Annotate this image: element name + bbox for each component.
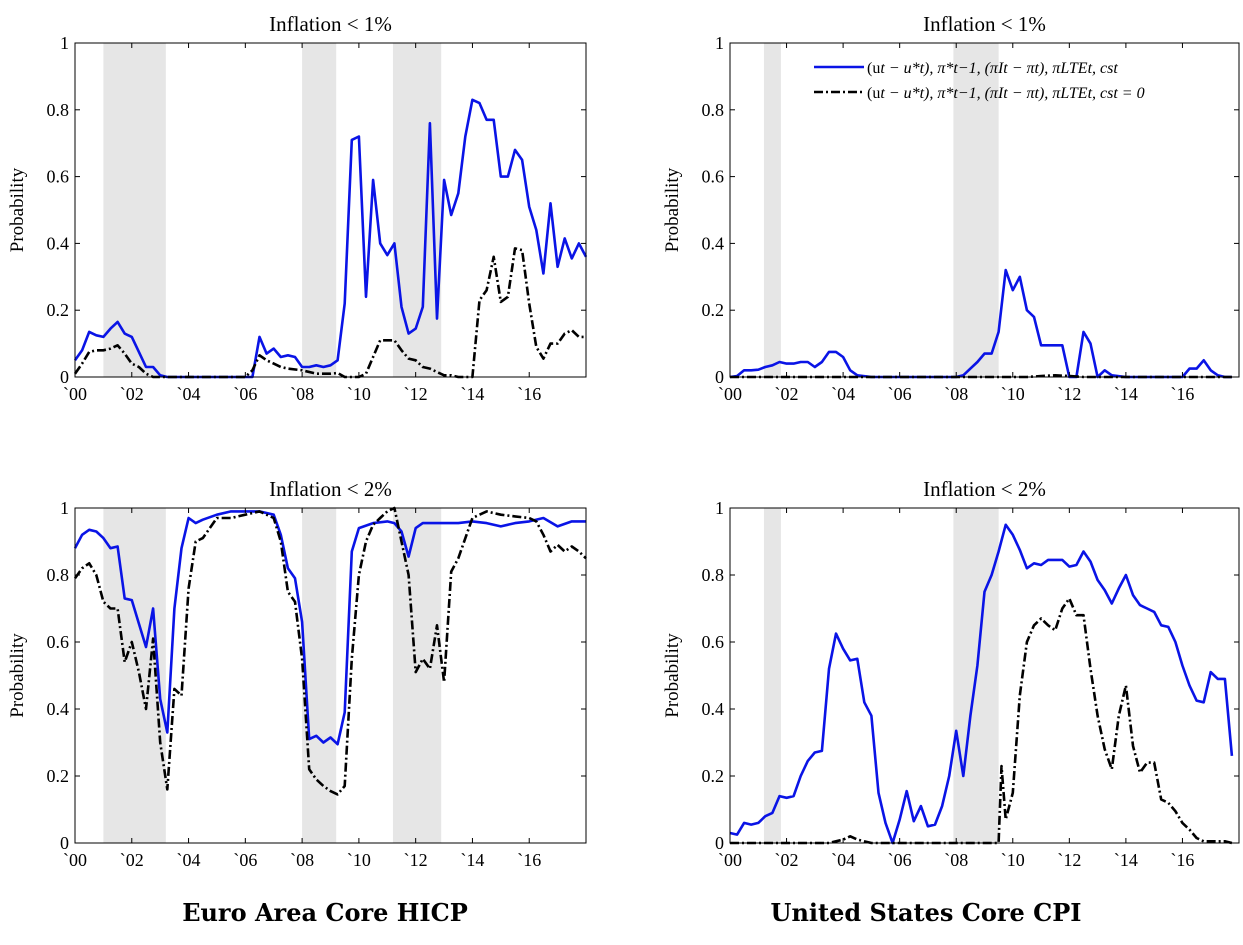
y-axis-label: Probability <box>662 633 683 718</box>
panel-euro-lt1: 0 0.2 0.4 0.6 0.8 1 `00 `02 `04 `06 `08 `10 `12 `14 `1… <box>7 12 588 404</box>
x-tick-label: `12 <box>404 850 428 870</box>
x-tick-label: `06 <box>233 384 257 404</box>
y-tick-label: 1 <box>715 33 724 53</box>
series-line-solid <box>73 98 588 379</box>
x-tick-label: `04 <box>831 384 855 404</box>
x-tick-label: `04 <box>177 384 201 404</box>
y-axis-label: Probability <box>7 633 28 718</box>
y-tick-label: 0.4 <box>702 233 725 253</box>
y-tick-label: 0.6 <box>702 632 725 652</box>
x-tick-label: `06 <box>888 384 912 404</box>
x-tick-label: `08 <box>944 850 968 870</box>
legend: (ut − u*t), π*t−1, (πIt − πt), πLTEt, cs… <box>814 60 1145 102</box>
y-tick-label: 0.2 <box>47 300 70 320</box>
euro-area-caption: Euro Area Core HICP <box>182 898 468 927</box>
shaded-period-1 <box>302 508 337 843</box>
panel-title: Inflation < 2% <box>923 477 1046 501</box>
y-tick-label: 0.4 <box>47 233 70 253</box>
panel-title: Inflation < 1% <box>923 12 1046 36</box>
x-tick-label: `10 <box>347 850 371 870</box>
y-tick-label: 0.8 <box>702 100 725 120</box>
x-tick-label: `10 <box>1001 384 1025 404</box>
united-states-caption: United States Core CPI <box>770 898 1082 927</box>
x-tick-label: `06 <box>888 850 912 870</box>
shaded-period-0 <box>763 508 781 843</box>
series-line-dashdot <box>73 506 587 796</box>
x-tick-label: `06 <box>233 850 257 870</box>
y-tick-label: 0 <box>60 367 69 387</box>
panel-euro-lt2: 0 0.2 0.4 0.6 0.8 1 `00 `02 `04 `06 `08 `10 `12 `14 `1… <box>7 477 587 870</box>
y-tick-label: 0.8 <box>47 100 70 120</box>
y-tick-label: 1 <box>60 498 69 518</box>
legend-label-dashdot: (ut − u*t), π*t−1, (πIt − πt), πLTEt, cs… <box>867 85 1145 102</box>
x-tick-label: `08 <box>944 384 968 404</box>
x-tick-label: `00 <box>63 384 87 404</box>
x-tick-label: `00 <box>63 850 87 870</box>
y-tick-label: 0.4 <box>702 699 725 719</box>
y-tick-label: 0.6 <box>47 632 70 652</box>
shaded-period-0 <box>763 43 781 377</box>
x-tick-label: `08 <box>290 384 314 404</box>
x-tick-label: `04 <box>831 850 855 870</box>
x-tick-label: `12 <box>1057 850 1081 870</box>
shaded-period-1 <box>953 43 999 377</box>
y-tick-label: 0.2 <box>702 300 725 320</box>
x-tick-label: `02 <box>775 384 799 404</box>
y-tick-label: 0.8 <box>47 565 70 585</box>
y-tick-label: 1 <box>60 33 69 53</box>
y-tick-label: 0.4 <box>47 699 70 719</box>
panel-us-lt1: 0 0.2 0.4 0.6 0.8 1 `00 `02 `04 `06 `08 `10 `12 `14 `1… <box>662 12 1240 404</box>
y-tick-label: 0 <box>715 367 724 387</box>
axes-frame <box>74 42 587 378</box>
shaded-period-0 <box>103 43 166 377</box>
x-tick-label: `12 <box>1057 384 1081 404</box>
x-tick-label: `00 <box>718 384 742 404</box>
x-tick-label: `04 <box>177 850 201 870</box>
series-line-solid <box>73 510 586 746</box>
x-tick-label: `02 <box>120 850 144 870</box>
axes-frame <box>729 507 1240 844</box>
x-tick-label: `16 <box>517 384 541 404</box>
x-tick-label: `16 <box>1170 384 1194 404</box>
axes-frame <box>729 42 1240 378</box>
x-tick-label: `14 <box>1114 850 1138 870</box>
x-tick-label: `02 <box>120 384 144 404</box>
shaded-period-2 <box>392 508 442 843</box>
y-tick-label: 0.8 <box>702 565 725 585</box>
series-line-dashdot <box>730 597 1233 845</box>
y-tick-label: 0.2 <box>702 766 725 786</box>
y-axis-label: Probability <box>7 167 28 252</box>
x-tick-label: `16 <box>517 850 541 870</box>
x-tick-label: `02 <box>775 850 799 870</box>
panel-us-lt2: 0 0.2 0.4 0.6 0.8 1 `00 `02 `04 `06 `08 `10 `12 `14 `1… <box>662 477 1240 870</box>
y-tick-label: 0 <box>715 833 724 853</box>
x-tick-label: `00 <box>718 850 742 870</box>
x-tick-label: `14 <box>460 850 484 870</box>
y-tick-label: 0 <box>60 833 69 853</box>
y-tick-label: 0.2 <box>47 766 70 786</box>
panel-title: Inflation < 1% <box>269 12 392 36</box>
x-tick-label: `16 <box>1170 850 1194 870</box>
series-line-solid <box>729 523 1234 845</box>
y-tick-label: 0.6 <box>47 167 70 187</box>
y-tick-label: 0.6 <box>702 167 725 187</box>
shaded-period-1 <box>302 43 337 377</box>
axes-frame <box>74 507 587 844</box>
y-tick-label: 1 <box>715 498 724 518</box>
x-tick-label: `12 <box>404 384 428 404</box>
y-axis-label: Probability <box>662 167 683 252</box>
x-tick-label: `10 <box>347 384 371 404</box>
panel-title: Inflation < 2% <box>269 477 392 501</box>
x-tick-label: `14 <box>1114 384 1138 404</box>
x-tick-label: `10 <box>1001 850 1025 870</box>
x-tick-label: `14 <box>460 384 484 404</box>
series-line-dashdot <box>73 247 586 379</box>
x-tick-label: `08 <box>290 850 314 870</box>
legend-label-solid: (ut − u*t), π*t−1, (πIt − πt), πLTEt, cs… <box>867 60 1118 77</box>
